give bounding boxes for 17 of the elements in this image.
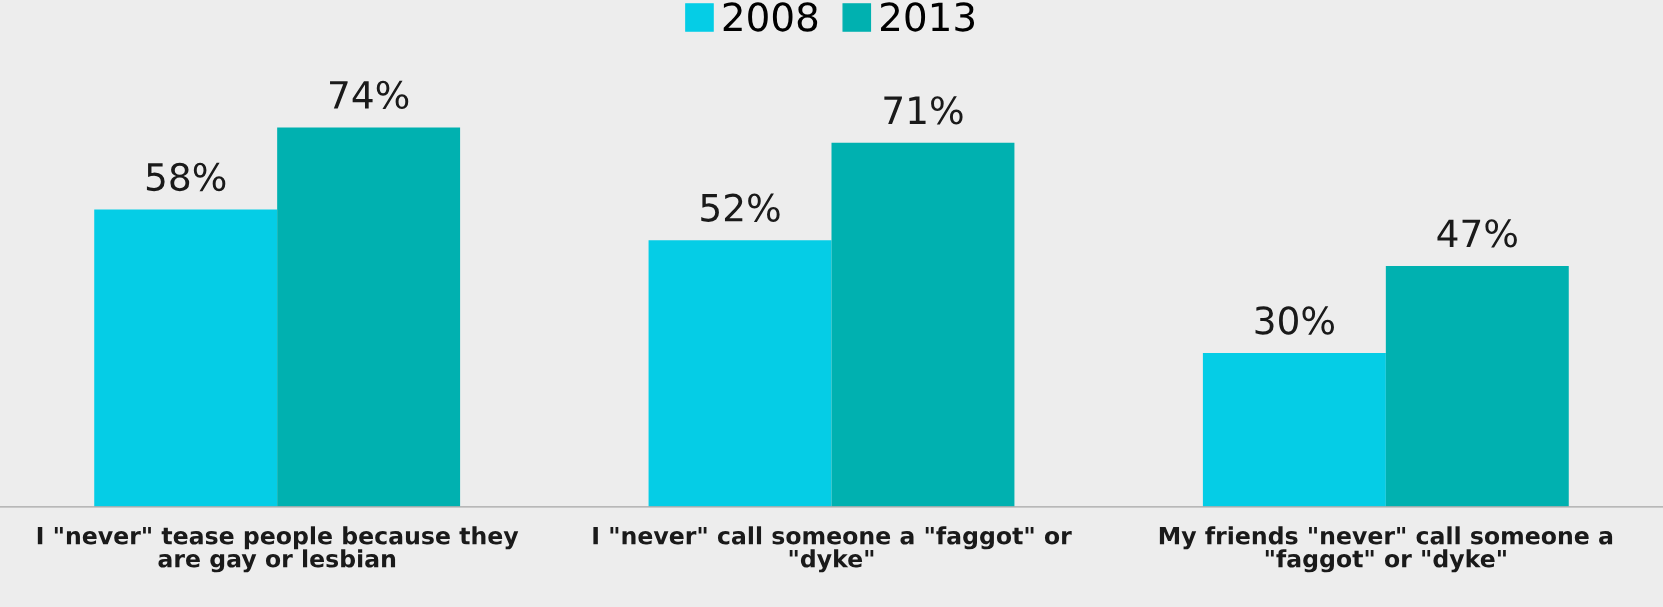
data-label: 74% <box>330 80 409 110</box>
x-tick-label: I "never" call someone a "faggot" or "dyke" <box>593 526 1072 573</box>
legend-label: 2008 <box>723 2 818 32</box>
data-label: 58% <box>146 162 226 192</box>
bar <box>1202 353 1386 507</box>
bar <box>94 209 278 507</box>
data-label: 71% <box>884 96 963 125</box>
bar <box>277 127 461 507</box>
bar <box>831 142 1015 507</box>
bar <box>648 240 832 507</box>
bar <box>1385 265 1569 507</box>
data-label: 52% <box>701 193 780 222</box>
data-label: 30% <box>1255 306 1334 335</box>
x-tick-label: I "never" tease people because they are gay or lesbian <box>37 526 519 573</box>
data-label: 47% <box>1437 219 1517 248</box>
legend-label: 2013 <box>881 2 975 32</box>
x-tick-label: My friends "never" call someone a "faggot" or "dyke" <box>1159 526 1613 573</box>
